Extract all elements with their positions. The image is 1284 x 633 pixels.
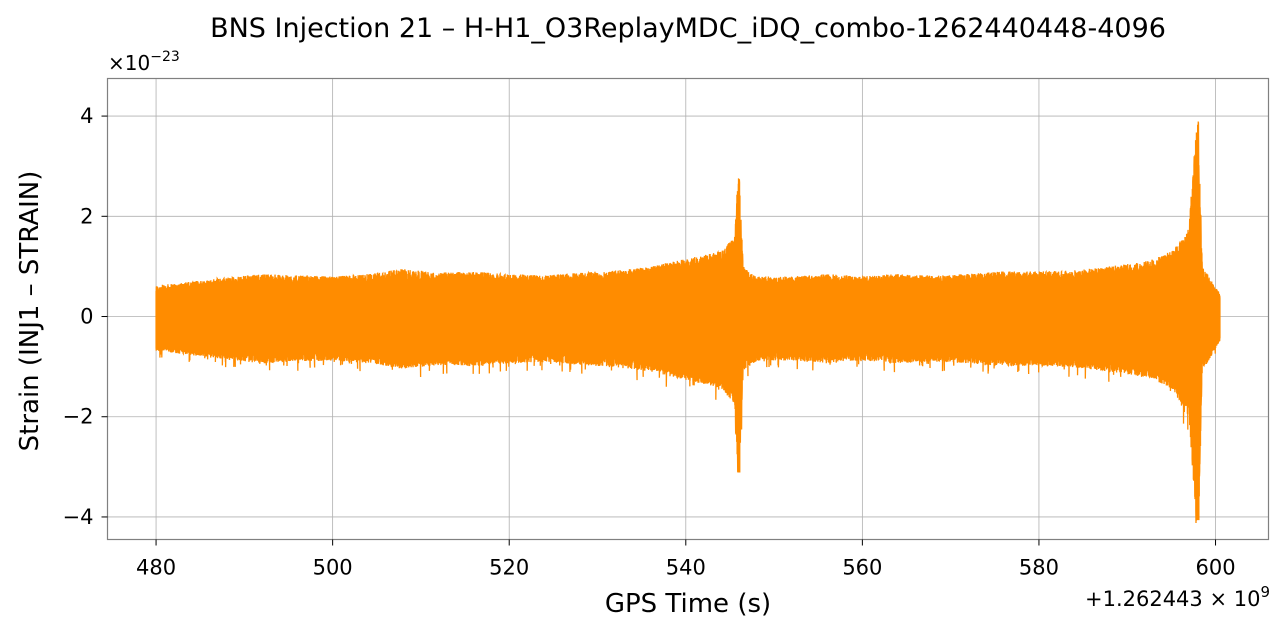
plot-area: [155, 121, 1221, 524]
axes-frame: [106, 77, 1270, 541]
y-tick-label: −2: [63, 405, 94, 429]
chart-title: BNS Injection 21 – H-H1_O3ReplayMDC_iDQ_…: [210, 13, 1166, 44]
x-offset-label: +1.262443 × 109: [1085, 583, 1270, 611]
y-multiplier-label: ×10−23: [108, 49, 180, 75]
strain-series-line: [155, 121, 1221, 524]
x-tick-label: 500: [313, 556, 353, 580]
x-tick-label: 560: [842, 556, 882, 580]
y-tick-label: −4: [63, 505, 94, 529]
x-tick-label: 520: [489, 556, 529, 580]
x-tick-label: 580: [1019, 556, 1059, 580]
svg-text:×10−23: ×10−23: [108, 49, 180, 75]
y-tick-label: 2: [80, 204, 93, 228]
x-tick-label: 540: [666, 556, 706, 580]
ticks: 480 500 520 540 560 580 600 −4 −2 0 2 4: [63, 104, 1236, 579]
x-axis-label: GPS Time (s): [605, 589, 771, 619]
x-tick-label: 600: [1195, 556, 1235, 580]
y-axis-label: Strain (INJ1 – STRAIN): [15, 171, 45, 452]
x-tick-label: 480: [136, 556, 176, 580]
y-tick-label: 4: [80, 104, 93, 128]
y-tick-label: 0: [80, 305, 93, 329]
svg-text:+1.262443 × 109: +1.262443 × 109: [1085, 583, 1270, 611]
